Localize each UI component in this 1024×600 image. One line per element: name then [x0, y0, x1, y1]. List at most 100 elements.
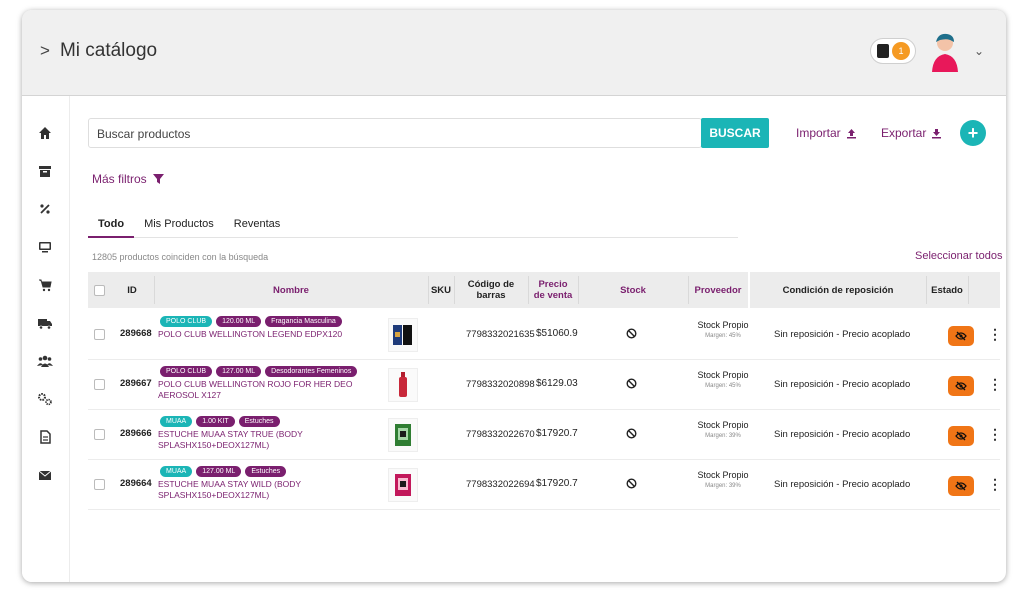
barcode: 7798332022670: [466, 429, 535, 440]
product-name[interactable]: ESTUCHE MUAA STAY WILD (BODY SPLASHX150+…: [158, 479, 301, 500]
column-status[interactable]: Estado: [931, 284, 963, 296]
archive-icon[interactable]: [36, 162, 54, 180]
percent-icon[interactable]: [36, 200, 54, 218]
search-input[interactable]: Buscar productos: [88, 118, 702, 148]
category-tag: Estuches: [238, 416, 280, 427]
barcode: 7798332020898: [466, 379, 535, 390]
export-button[interactable]: Exportar: [881, 126, 942, 140]
provider-name: Stock Propio: [697, 370, 749, 380]
users-icon[interactable]: [36, 352, 54, 370]
table-row[interactable]: 289664 MUAA 127.00 ML Estuches ESTUCHE M…: [88, 460, 1002, 510]
product-tags: MUAA 1.00 KIT Estuches: [160, 416, 280, 427]
status-hidden-button[interactable]: [948, 376, 974, 396]
column-barcode-line1: Código de: [467, 279, 515, 290]
page-title: Mi catálogo: [59, 40, 158, 61]
brand-tag: MUAA: [160, 416, 193, 427]
barcode: 7798332022694: [466, 479, 535, 490]
search-button[interactable]: BUSCAR: [701, 118, 769, 148]
breadcrumb[interactable]: > Mi catálogo: [40, 40, 157, 62]
size-tag: 1.00 KIT: [196, 416, 235, 427]
product-name[interactable]: ESTUCHE MUAA STAY TRUE (BODY SPLASHX150+…: [158, 429, 303, 450]
product-name[interactable]: POLO CLUB WELLINGTON LEGEND EDPX120: [158, 329, 343, 339]
column-id[interactable]: ID: [127, 284, 137, 296]
barcode: 7798332021635: [466, 329, 535, 340]
gears-icon[interactable]: [36, 390, 54, 408]
row-menu-icon[interactable]: ⋮: [988, 376, 1002, 392]
mail-icon[interactable]: [36, 466, 54, 484]
home-icon[interactable]: [36, 124, 54, 142]
product-name[interactable]: POLO CLUB WELLINGTON ROJO FOR HER DEO AE…: [158, 379, 353, 400]
tab-reventas[interactable]: Reventas: [233, 218, 281, 230]
column-barcode[interactable]: Código de barras: [454, 272, 528, 308]
notifications-button[interactable]: 1: [870, 38, 916, 64]
import-button[interactable]: Importar: [796, 126, 857, 140]
row-checkbox[interactable]: [94, 329, 105, 340]
sidebar: [22, 96, 70, 582]
price: $6129.03: [536, 378, 578, 389]
truck-icon[interactable]: [36, 314, 54, 332]
status-hidden-button[interactable]: [948, 476, 974, 496]
product-thumbnail[interactable]: [388, 468, 418, 502]
product-id: 289664: [120, 478, 152, 489]
restock-condition: Sin reposición - Precio acoplado: [774, 479, 911, 490]
app-window: > Mi catálogo 1 ⌄: [22, 10, 1006, 582]
user-avatar[interactable]: [926, 32, 962, 72]
row-checkbox[interactable]: [94, 429, 105, 440]
column-sku[interactable]: SKU: [430, 284, 452, 296]
document-icon[interactable]: [36, 428, 54, 446]
category-tag: Fragancia Masculina: [265, 316, 342, 327]
price: $17920.7: [536, 428, 578, 439]
status-hidden-button[interactable]: [948, 426, 974, 446]
status-hidden-button[interactable]: [948, 326, 974, 346]
column-stock[interactable]: Stock: [620, 284, 646, 296]
restock-condition: Sin reposición - Precio acoplado: [774, 429, 911, 440]
column-condition[interactable]: Condición de reposición: [782, 284, 894, 296]
chevron-right-icon: >: [40, 41, 50, 60]
provider-margin: Margen: 39%: [705, 433, 741, 439]
provider: Stock Propio Margen: 45%: [692, 320, 754, 342]
restock-condition: Sin reposición - Precio acoplado: [774, 329, 911, 340]
product-tags: POLO CLUB 120.00 ML Fragancia Masculina: [160, 316, 342, 327]
tab-todo[interactable]: Todo: [88, 214, 135, 238]
cart-icon[interactable]: [36, 276, 54, 294]
table-row[interactable]: 289666 MUAA 1.00 KIT Estuches ESTUCHE MU…: [88, 410, 1002, 460]
product-thumbnail[interactable]: [388, 368, 418, 402]
export-label: Exportar: [881, 126, 927, 140]
row-checkbox[interactable]: [94, 379, 105, 390]
chevron-down-icon[interactable]: ⌄: [974, 44, 985, 58]
brand-tag: MUAA: [160, 466, 193, 477]
add-product-button[interactable]: +: [960, 120, 986, 146]
provider-margin: Margen: 45%: [705, 333, 741, 339]
price: $17920.7: [536, 478, 578, 489]
product-thumbnail[interactable]: [388, 418, 418, 452]
restock-condition: Sin reposición - Precio acoplado: [774, 379, 911, 390]
tab-mis-productos[interactable]: Mis Productos: [144, 218, 214, 230]
provider: Stock Propio Margen: 39%: [692, 470, 754, 492]
provider-name: Stock Propio: [697, 320, 749, 330]
column-price[interactable]: Precio de venta: [528, 272, 578, 308]
provider-name: Stock Propio: [697, 420, 749, 430]
select-all-link[interactable]: Seleccionar todos: [915, 250, 1003, 262]
results-count: 12805 productos coinciden con la búsqued…: [92, 252, 269, 262]
row-menu-icon[interactable]: ⋮: [988, 476, 1002, 492]
eye-off-icon: [955, 481, 967, 491]
select-all-checkbox[interactable]: [88, 272, 110, 308]
row-menu-icon[interactable]: ⋮: [988, 426, 1002, 442]
more-filters-button[interactable]: Más filtros: [92, 172, 164, 186]
download-icon: [932, 128, 942, 138]
monitor-icon[interactable]: [36, 238, 54, 256]
column-provider[interactable]: Proveedor: [694, 284, 742, 296]
documents-icon: [877, 44, 889, 58]
eye-off-icon: [955, 431, 967, 441]
provider: Stock Propio Margen: 45%: [692, 370, 754, 392]
size-tag: 127.00 ML: [216, 366, 262, 377]
notification-badge: 1: [892, 42, 910, 60]
column-name[interactable]: Nombre: [273, 284, 309, 296]
row-checkbox[interactable]: [94, 479, 105, 490]
table-row[interactable]: 289667 POLO CLUB 127.00 ML Desodorantes …: [88, 360, 1002, 410]
more-filters-label: Más filtros: [92, 172, 147, 186]
table-row[interactable]: 289668 POLO CLUB 120.00 ML Fragancia Mas…: [88, 310, 1002, 360]
provider-margin: Margen: 39%: [705, 483, 741, 489]
row-menu-icon[interactable]: ⋮: [988, 326, 1002, 342]
product-thumbnail[interactable]: [388, 318, 418, 352]
